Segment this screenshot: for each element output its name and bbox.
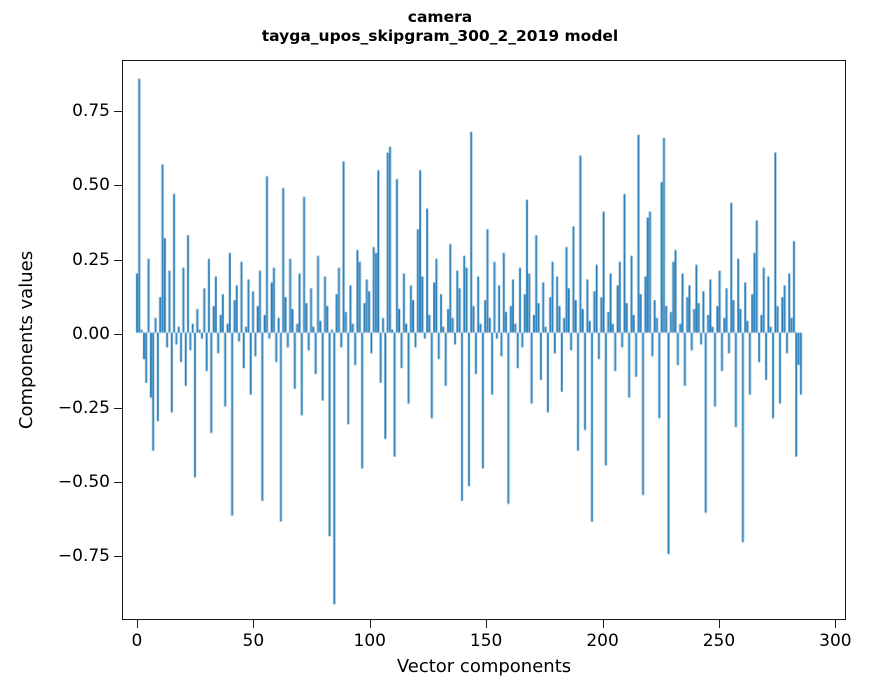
y-tick <box>114 333 123 335</box>
bar-series-canvas <box>123 61 845 619</box>
y-tick-label: 0.25 <box>72 249 110 270</box>
y-tick <box>114 555 123 557</box>
plot-axes: 0.75 0.50 0.25 0.00 −0.25 −0.50 −0.75 0 50 100 15… <box>58 60 852 651</box>
x-tick <box>253 619 255 628</box>
x-tick-label: 200 <box>586 631 619 651</box>
x-tick-label: 100 <box>353 631 386 651</box>
y-axis-label: Components values <box>16 250 37 430</box>
y-tick-label: 0.00 <box>72 323 110 344</box>
x-tick <box>486 619 488 628</box>
y-tick <box>114 185 123 187</box>
y-tick-label: 0.75 <box>72 101 110 122</box>
x-tick <box>835 619 837 628</box>
y-tick-label: −0.50 <box>57 471 110 492</box>
chart-title: camera tayga_upos_skipgram_300_2_2019 mo… <box>0 8 880 46</box>
x-tick-label: 250 <box>702 631 736 651</box>
y-tick-label: −0.25 <box>57 397 110 418</box>
chart-title-line-1: camera <box>407 8 473 26</box>
y-tick-label: 0.50 <box>72 175 110 196</box>
chart-title-line-2: tayga_upos_skipgram_300_2_2019 model <box>261 26 619 45</box>
y-tick <box>114 111 123 113</box>
x-tick <box>602 619 604 628</box>
x-tick <box>369 619 371 628</box>
x-tick-label: 150 <box>469 631 503 651</box>
x-tick-label: 300 <box>819 631 852 651</box>
y-tick <box>114 407 123 409</box>
x-tick-label: 50 <box>242 631 265 651</box>
y-tick-label: −0.75 <box>57 545 110 566</box>
x-tick-label: 0 <box>131 631 143 651</box>
y-tick <box>114 259 123 261</box>
x-axis-label: Vector components <box>396 656 572 677</box>
x-tick <box>136 619 138 628</box>
x-tick <box>718 619 720 628</box>
y-tick <box>114 481 123 483</box>
